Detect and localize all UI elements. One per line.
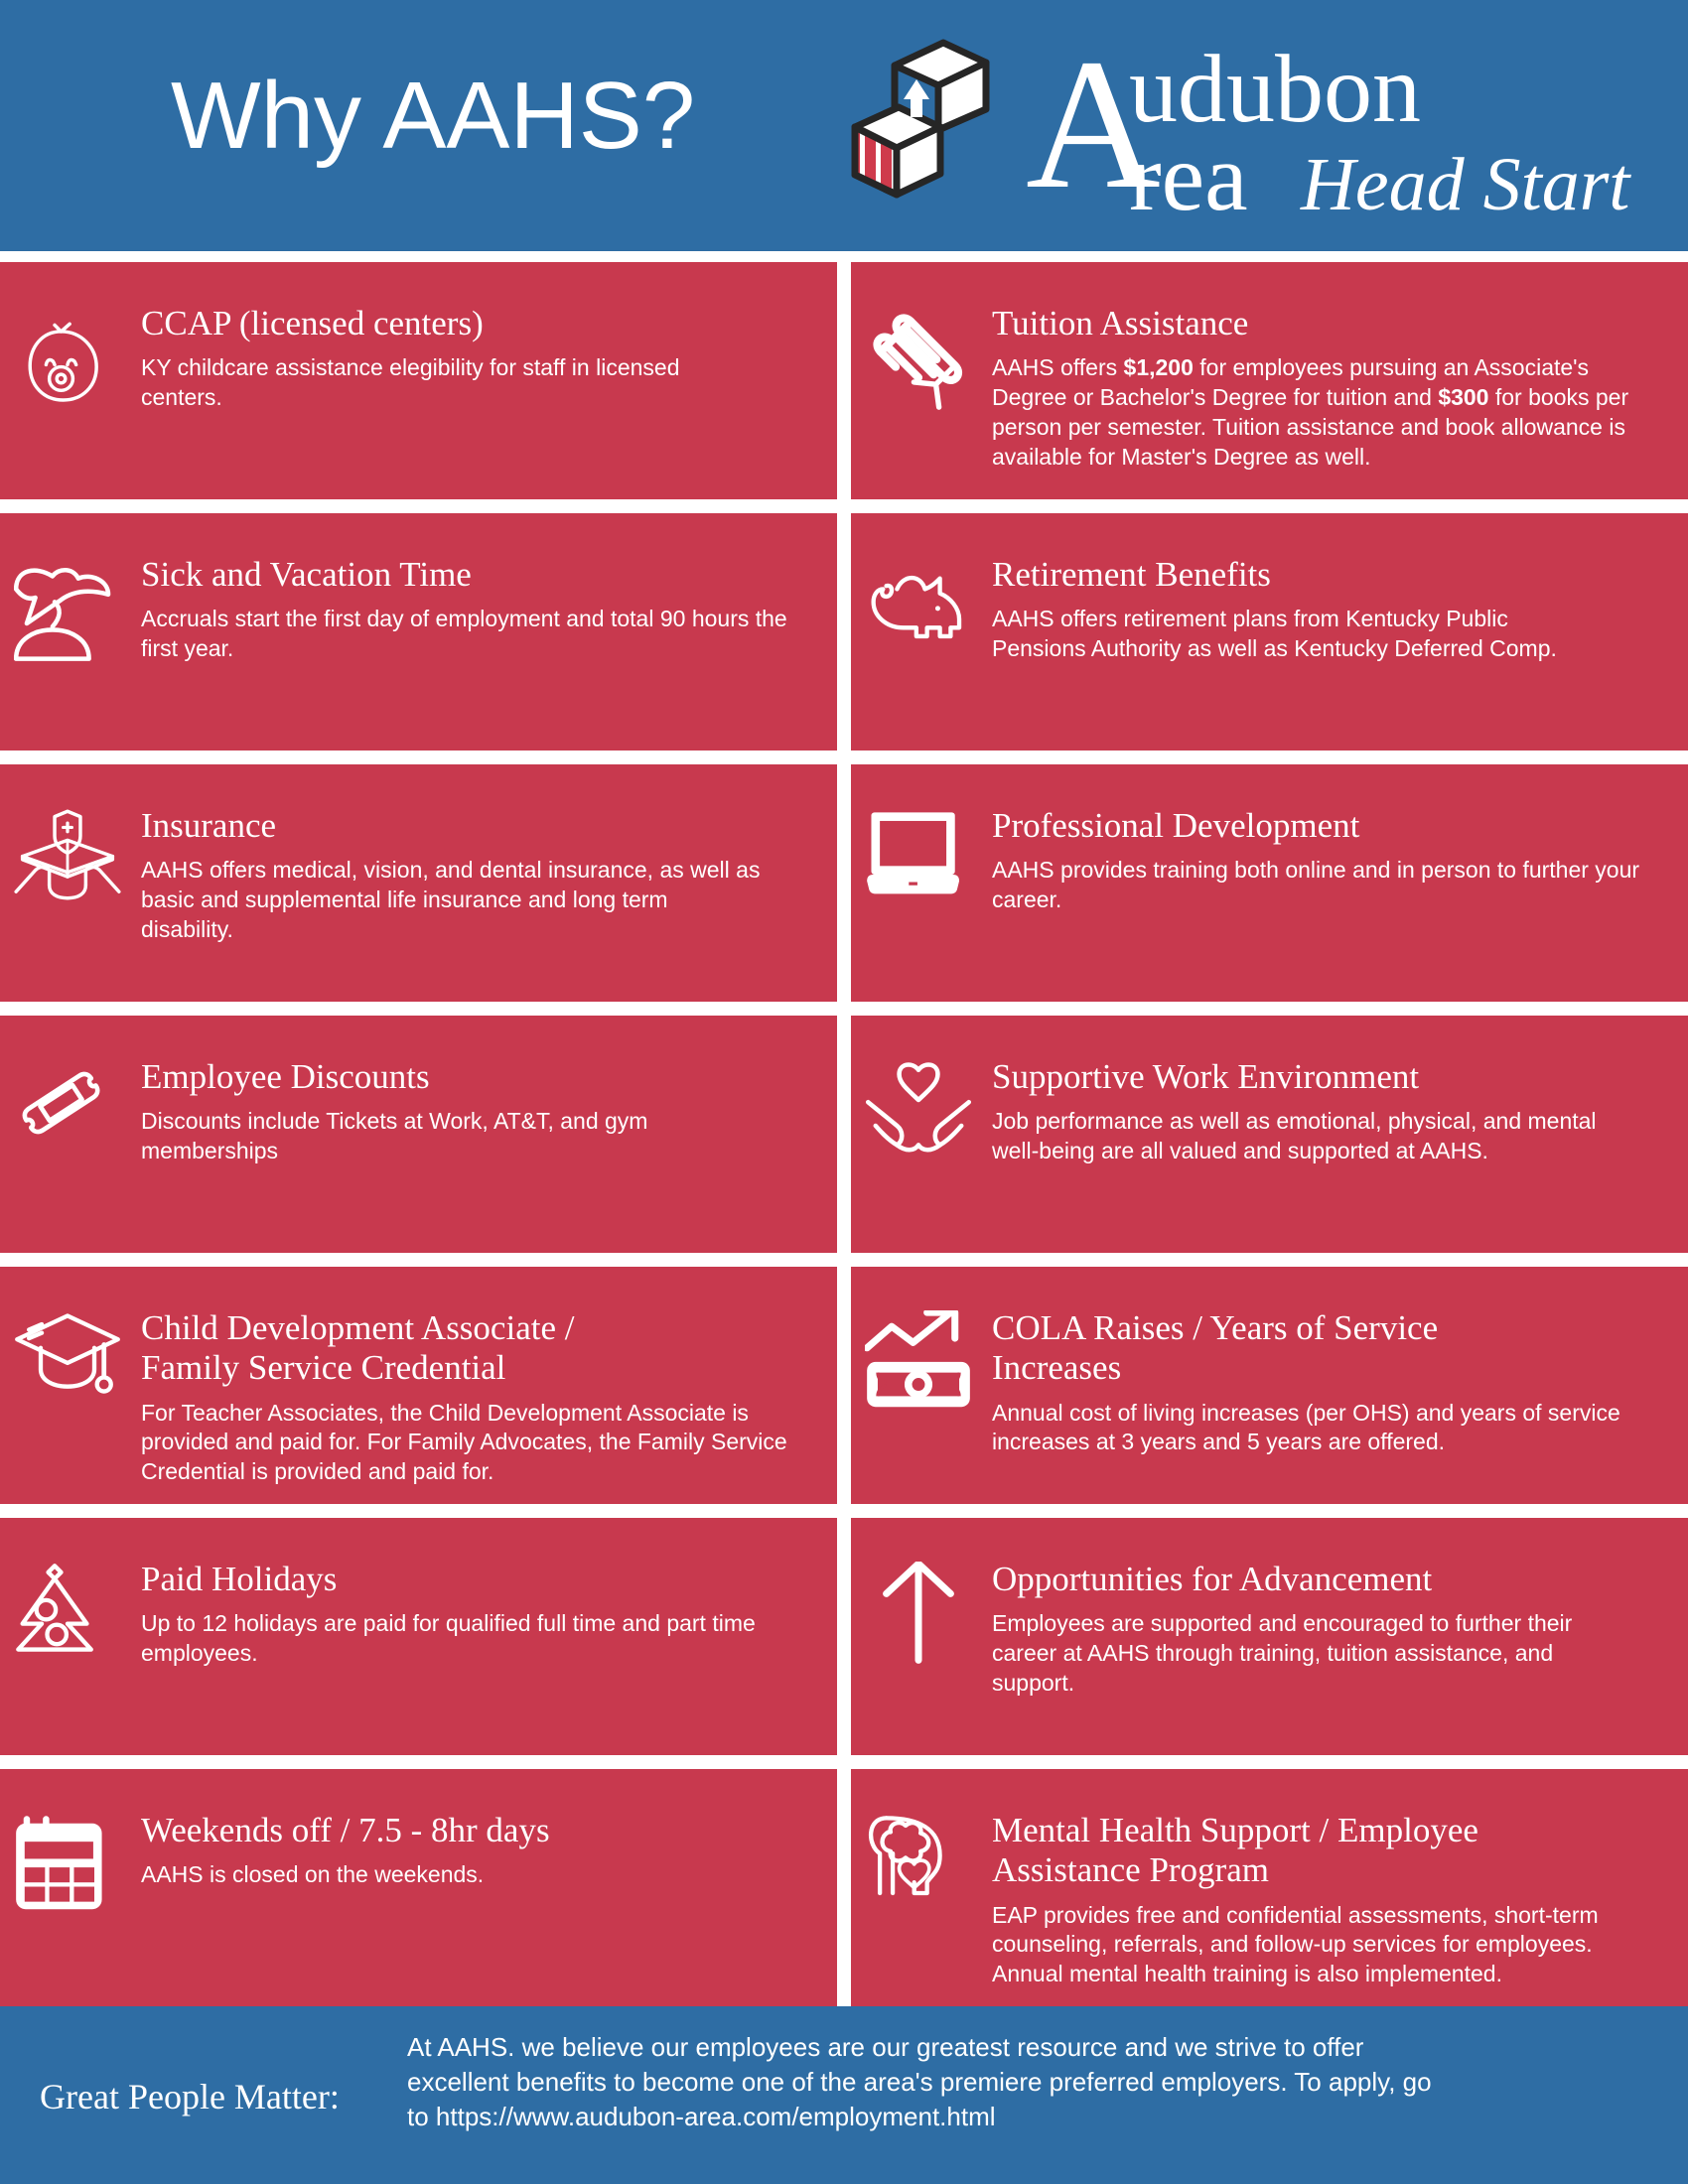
svg-text:Head Start: Head Start — [1300, 143, 1631, 221]
svg-text:rea: rea — [1129, 124, 1248, 221]
